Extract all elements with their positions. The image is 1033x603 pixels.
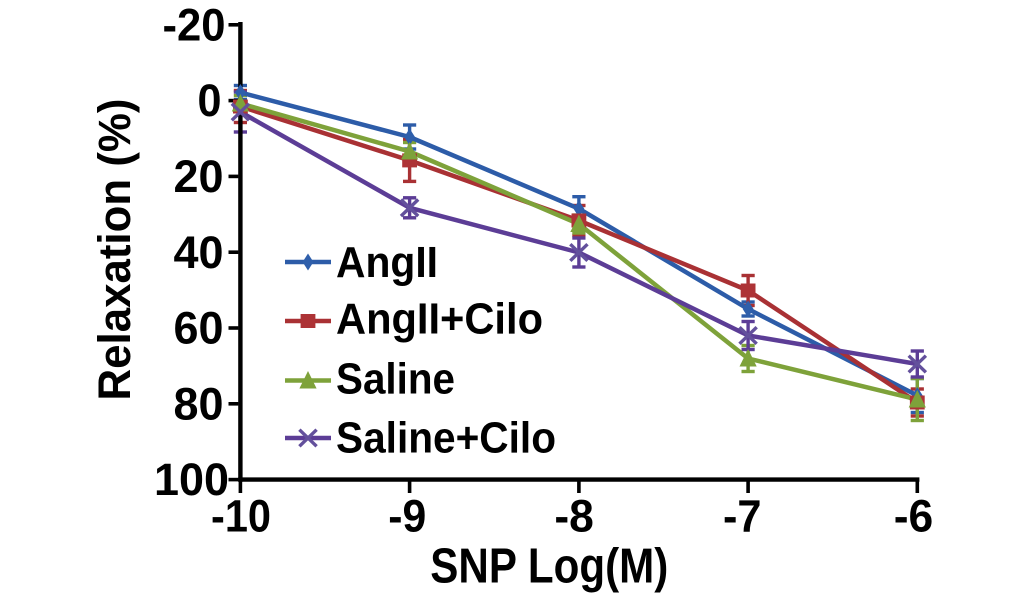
svg-text:20: 20 — [174, 151, 224, 202]
svg-text:40: 40 — [174, 227, 224, 278]
svg-text:AngII+Cilo: AngII+Cilo — [336, 295, 543, 344]
svg-text:100: 100 — [154, 454, 229, 505]
svg-text:Saline: Saline — [336, 355, 455, 404]
svg-text:80: 80 — [174, 378, 224, 429]
svg-text:AngII: AngII — [336, 238, 438, 287]
svg-text:-8: -8 — [554, 490, 594, 541]
svg-text:-6: -6 — [894, 490, 934, 541]
svg-text:0: 0 — [198, 75, 222, 126]
svg-text:SNP Log(M): SNP Log(M) — [430, 538, 668, 593]
svg-text:-20: -20 — [163, 0, 226, 50]
svg-text:Relaxation (%): Relaxation (%) — [89, 99, 140, 401]
svg-text:-9: -9 — [388, 490, 426, 541]
svg-text:-7: -7 — [723, 490, 762, 541]
svg-text:-10: -10 — [211, 490, 271, 541]
svg-text:60: 60 — [174, 303, 224, 354]
svg-text:Saline+Cilo: Saline+Cilo — [336, 414, 556, 463]
